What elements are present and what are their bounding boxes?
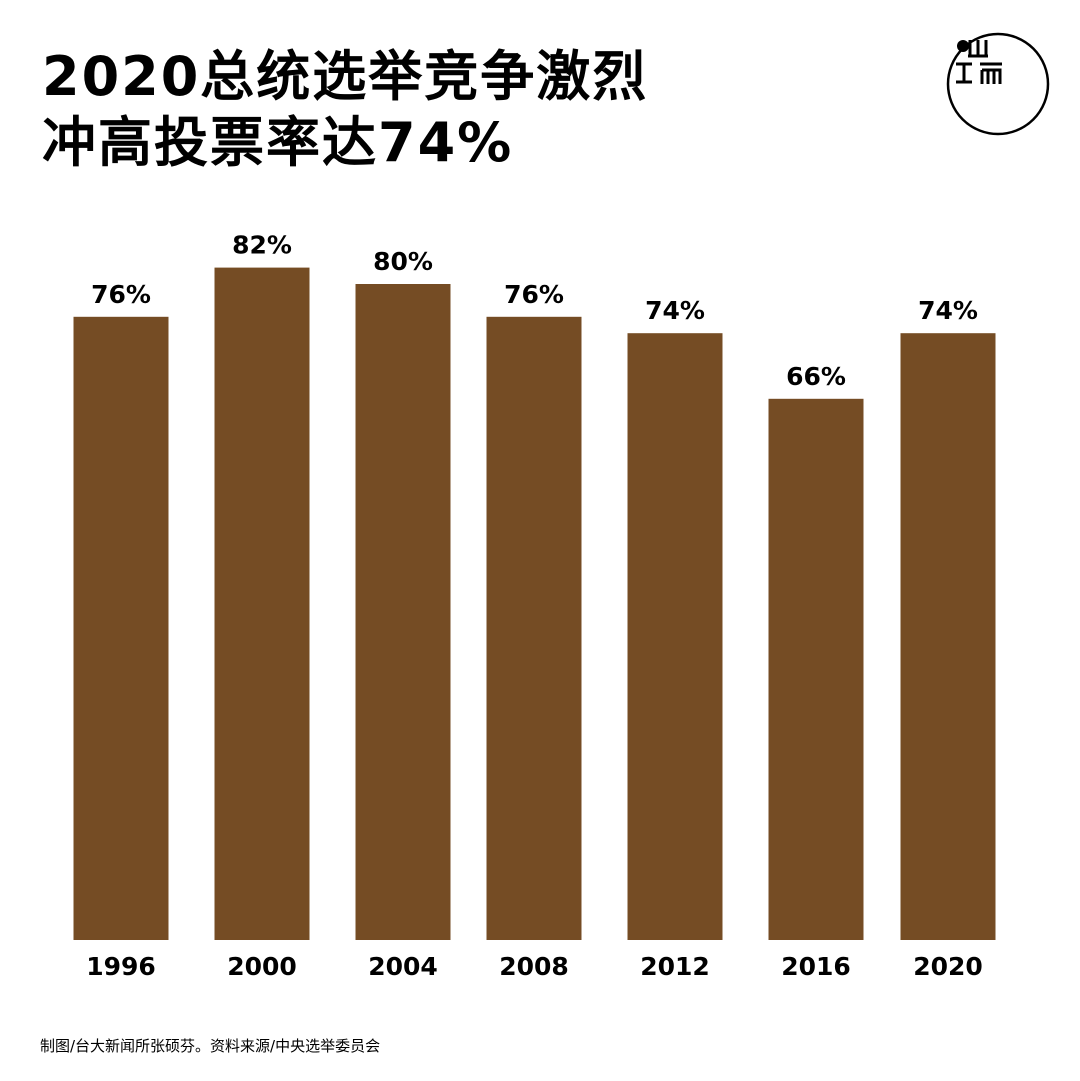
bar-2016 xyxy=(768,398,864,940)
data-label-2016: 66% xyxy=(786,362,846,391)
data-label-2000: 82% xyxy=(232,231,292,260)
bar-1996 xyxy=(73,316,169,940)
bar-2012 xyxy=(627,333,723,940)
duan-logo-icon xyxy=(946,32,1050,136)
bar-2020 xyxy=(900,333,996,940)
data-label-2008: 76% xyxy=(504,280,564,309)
x-tick-label-1996: 1996 xyxy=(86,952,156,981)
x-tick-label-2000: 2000 xyxy=(227,952,297,981)
data-label-1996: 76% xyxy=(91,280,151,309)
chart-title-line-1: 2020总统选举竞争激烈 xyxy=(42,45,649,108)
x-tick-label-2012: 2012 xyxy=(640,952,710,981)
data-label-2004: 80% xyxy=(373,247,433,276)
x-tick-label-2004: 2004 xyxy=(368,952,438,981)
chart-title-line-2: 冲高投票率达74% xyxy=(42,111,514,174)
data-label-2012: 74% xyxy=(645,296,705,325)
x-tick-label-2008: 2008 xyxy=(499,952,569,981)
chart-title: 2020总统选举竞争激烈 冲高投票率达74% xyxy=(42,44,648,176)
data-label-2020: 74% xyxy=(918,296,978,325)
x-tick-label-2016: 2016 xyxy=(781,952,851,981)
bar-2000 xyxy=(214,267,310,941)
x-tick-label-2020: 2020 xyxy=(913,952,983,981)
bar-2004 xyxy=(355,284,451,940)
source-credit: 制图/台大新闻所张硕芬。资料来源/中央选举委员会 xyxy=(40,1037,381,1055)
bar-2008 xyxy=(486,316,582,940)
